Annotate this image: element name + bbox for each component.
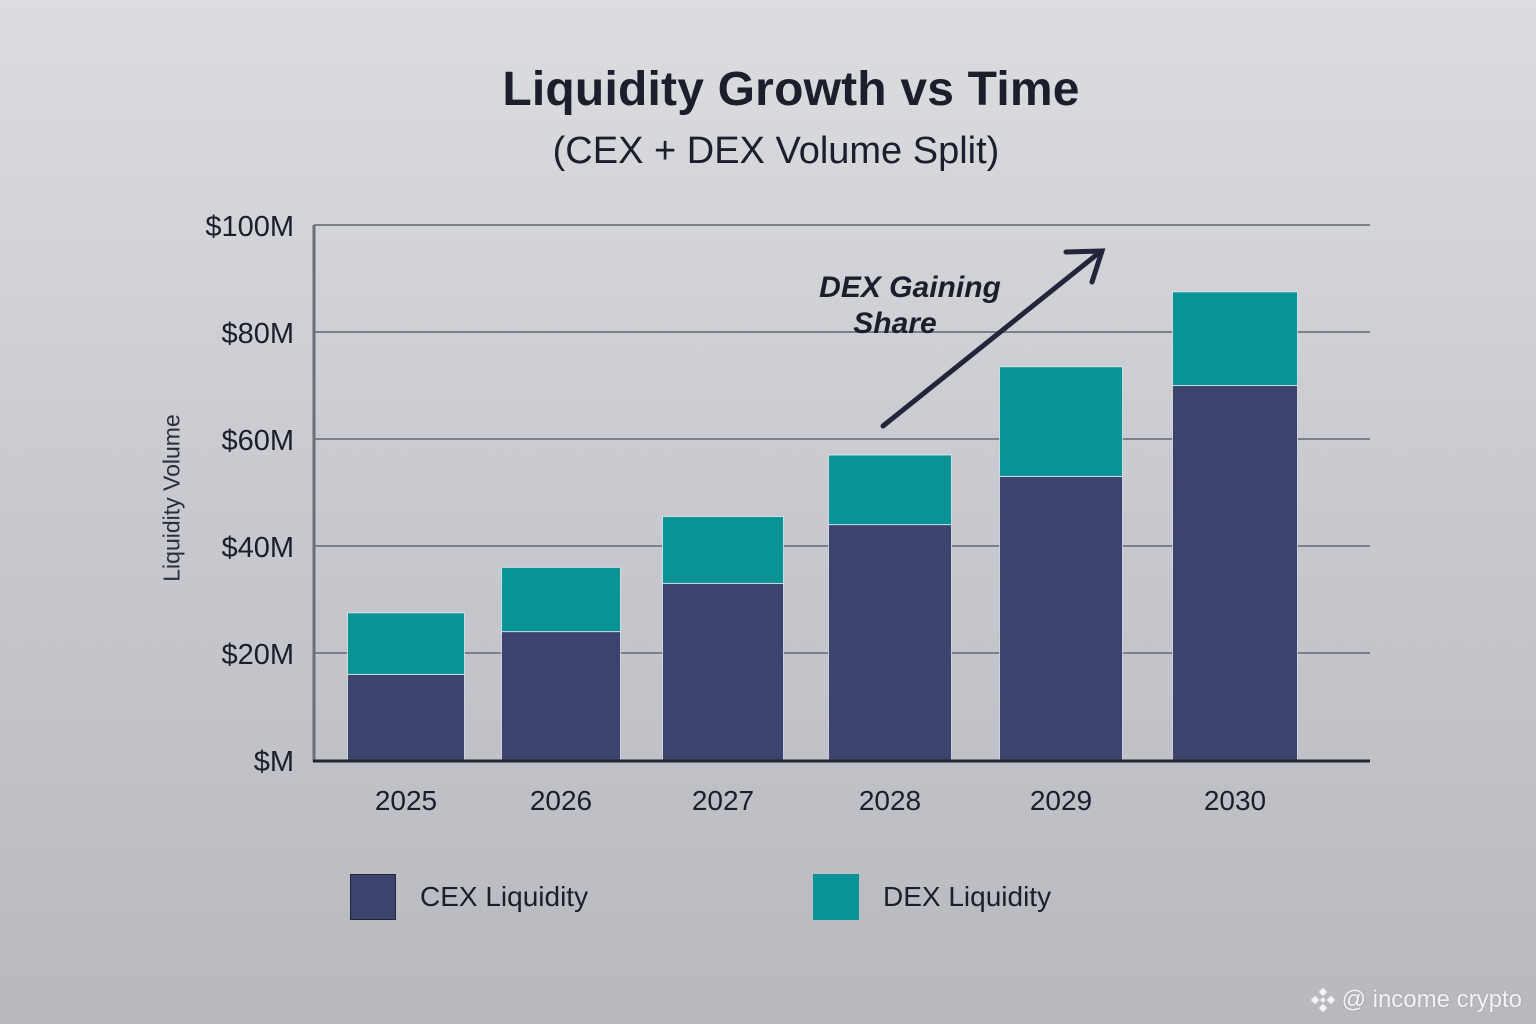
bar-dex-2026 xyxy=(501,566,621,633)
y-tick-label: $100M xyxy=(205,211,294,243)
x-tick-label: 2028 xyxy=(859,785,921,816)
legend-label-dex: DEX Liquidity xyxy=(883,881,1052,912)
bar-dex-2029 xyxy=(999,366,1123,477)
bar-dex-2027 xyxy=(662,516,784,584)
bar-cex-2030 xyxy=(1172,385,1298,761)
y-tick-label: $40M xyxy=(221,532,294,564)
bar-dex-2025 xyxy=(347,612,465,675)
legend-swatch-cex xyxy=(350,874,396,920)
bar-dex-2028 xyxy=(828,454,952,526)
legend-item-dex: DEX Liquidity xyxy=(813,874,1051,920)
bar-cex-2025 xyxy=(347,673,465,761)
x-tick-label: 2030 xyxy=(1204,785,1266,816)
chart-subtitle: (CEX + DEX Volume Split) xyxy=(552,130,1000,172)
y-tick-label: $M xyxy=(254,746,294,778)
x-tick-label: 2027 xyxy=(692,785,754,816)
bar-cex-2028 xyxy=(828,524,952,761)
bar-cex-2026 xyxy=(501,631,621,761)
legend-swatch-dex xyxy=(813,874,859,920)
x-tick-label: 2025 xyxy=(375,785,437,816)
bar-cex-2029 xyxy=(999,475,1123,761)
y-axis-label: Liquidity Volume xyxy=(158,414,185,582)
y-tick-label: $80M xyxy=(221,318,294,350)
trend-arrow xyxy=(880,248,1106,429)
watermark-text: @ income crypto xyxy=(1341,986,1522,1013)
bar-dex-2030 xyxy=(1172,291,1298,386)
chart-title: Liquidity Growth vs Time xyxy=(502,63,1080,116)
binance-diamond-icon xyxy=(1310,987,1335,1013)
bar-cex-2027 xyxy=(662,582,784,761)
watermark: @ income crypto xyxy=(1310,986,1522,1014)
annotation-line-2: Share xyxy=(853,307,937,340)
x-tick-label: 2029 xyxy=(1030,785,1092,816)
x-tick-label: 2026 xyxy=(530,785,592,816)
annotation-text: DEX Gaining Share xyxy=(790,270,1030,342)
legend-item-cex: CEX Liquidity xyxy=(350,874,588,920)
y-tick-label: $60M xyxy=(221,425,294,457)
legend-label-cex: CEX Liquidity xyxy=(420,881,589,912)
annotation-line-1: DEX Gaining xyxy=(819,271,1001,304)
y-tick-label: $20M xyxy=(221,639,294,671)
